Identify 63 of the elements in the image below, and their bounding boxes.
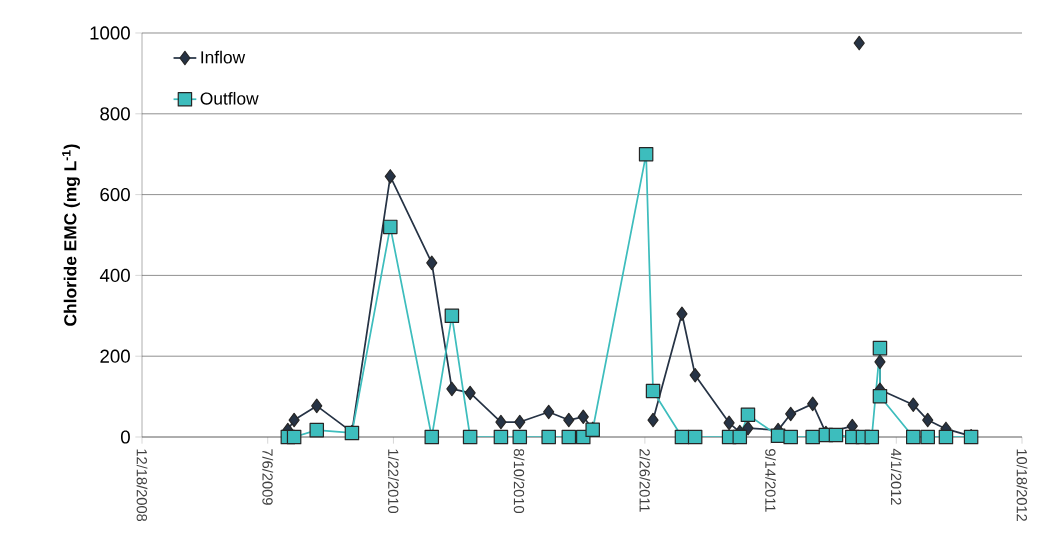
x-tick-label: 1/22/2010: [388, 449, 399, 514]
point: [638, 146, 654, 162]
x-tick-label: 10/18/2012: [1016, 449, 1028, 522]
point: [446, 381, 458, 397]
point: [920, 429, 935, 445]
point: [732, 429, 748, 445]
point: [742, 420, 754, 436]
point: [807, 396, 819, 412]
y-tick-label: 800: [100, 107, 130, 121]
point: [872, 388, 888, 404]
point: [309, 422, 325, 438]
x-tick-label: 9/14/2011: [765, 449, 776, 512]
point: [384, 169, 396, 184]
x-tick-label: 4/1/2012: [890, 448, 902, 505]
point: [687, 429, 703, 445]
point: [922, 412, 934, 428]
point: [740, 407, 756, 423]
point: [872, 340, 888, 356]
point: [785, 406, 797, 422]
point: [464, 385, 476, 401]
point: [874, 354, 886, 370]
point: [288, 412, 300, 428]
point: [853, 35, 865, 51]
point: [783, 429, 798, 445]
point: [311, 398, 323, 414]
point: [723, 415, 735, 431]
point: [647, 412, 659, 428]
point: [561, 429, 577, 445]
point: [286, 429, 302, 445]
y-tick-label: 200: [100, 349, 130, 363]
point: [493, 429, 509, 445]
point: [495, 414, 507, 430]
point: [426, 255, 438, 271]
point: [541, 429, 556, 445]
point: [645, 383, 661, 399]
y-axis-title: Chloride EMC (mg L$^{-1}$): [62, 144, 80, 326]
point: [514, 414, 526, 430]
point: [383, 219, 398, 235]
point: [828, 427, 844, 443]
y-tick-label: 600: [100, 187, 130, 202]
point: [424, 429, 440, 445]
point: [577, 409, 589, 425]
point: [906, 429, 921, 445]
point: [512, 429, 528, 445]
legend-label: Inflow: [201, 50, 246, 64]
x-tick-label: 7/6/2009: [262, 449, 274, 505]
point: [864, 429, 880, 445]
point: [938, 429, 954, 445]
point: [563, 412, 575, 428]
x-tick-label: 8/10/2010: [513, 449, 525, 514]
y-tick-label: 400: [99, 268, 130, 283]
y-tick-label: 1000: [90, 26, 130, 40]
x-tick-label: 2/26/2011: [639, 449, 651, 512]
x-tick-label: 12/18/2008: [136, 449, 148, 522]
point: [444, 308, 460, 324]
point: [907, 397, 919, 412]
point: [462, 429, 478, 445]
legend-label: Outflow: [200, 91, 259, 105]
point: [676, 306, 688, 322]
point: [543, 404, 555, 420]
point: [689, 367, 701, 383]
y-tick-label: 0: [120, 430, 130, 444]
point: [805, 429, 820, 445]
